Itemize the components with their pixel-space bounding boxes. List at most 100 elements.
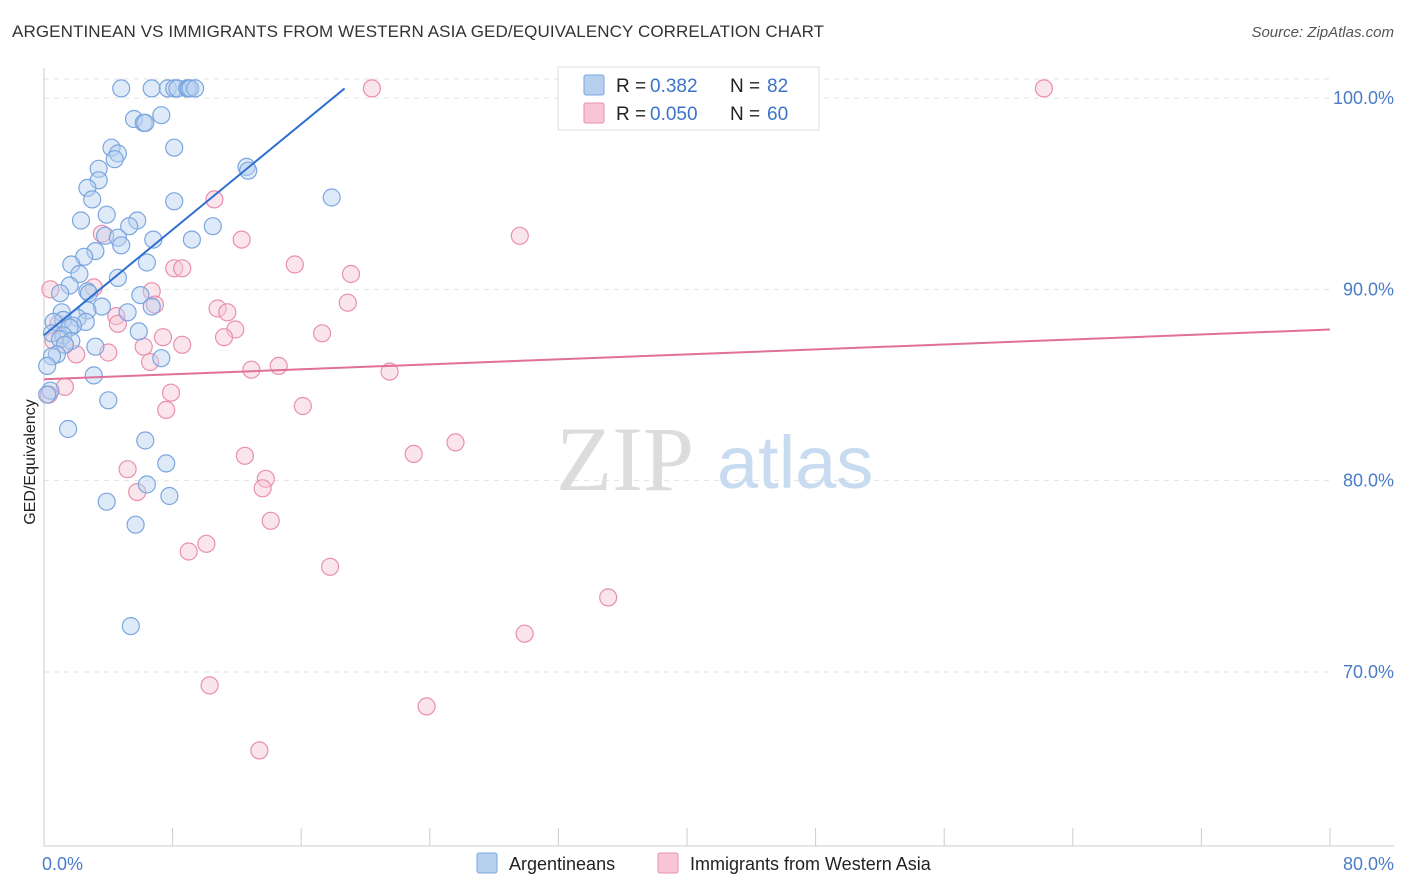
bottom-legend-swatch-argentineans [476, 852, 498, 874]
argentineans-point [121, 616, 140, 636]
western-asia-point [179, 542, 198, 561]
argentineans-trend-line [43, 87, 346, 337]
argentineans-point [86, 242, 105, 261]
western-asia-point [173, 259, 192, 278]
western-asia-point [200, 676, 219, 695]
western-asia-point [341, 264, 361, 284]
watermark-atlas: atlas [717, 421, 873, 504]
western-asia-point [153, 328, 173, 347]
axes [43, 68, 1394, 847]
argentineans-point [84, 366, 103, 385]
western-asia-point [197, 534, 216, 553]
western-asia-point [41, 280, 60, 299]
western-asia-point [599, 588, 618, 607]
argentineans-point [108, 144, 128, 163]
western-asia-point [285, 255, 304, 274]
argentineans-point [120, 217, 139, 236]
y-axis-label: GED/Equivalency [22, 399, 39, 524]
argentineans-point [203, 217, 222, 236]
argentineans-point [99, 391, 118, 410]
argentineans-point [112, 79, 131, 98]
argentineans-point [63, 316, 83, 335]
legend-r-label: R = [616, 76, 646, 97]
legend-n-label: N = [730, 76, 760, 97]
argentineans-point [158, 79, 177, 98]
western-asia-point [142, 282, 161, 301]
western-asia-point [134, 337, 153, 356]
western-asia-point [107, 307, 126, 326]
western-asia-point [214, 328, 234, 347]
y-tick-label: 90.0% [1343, 279, 1394, 299]
western-asia-point [417, 697, 436, 716]
western-asia-point [161, 383, 181, 402]
western-asia-point [232, 230, 251, 249]
western-asia-point [250, 741, 269, 760]
argentineans-point [58, 419, 78, 439]
western-asia-point [510, 226, 529, 245]
western-asia-point [128, 483, 147, 502]
western-asia-point [44, 331, 63, 351]
western-asia-point [205, 190, 224, 209]
x-tick-label: 80.0% [1343, 854, 1394, 874]
argentineans-point [152, 349, 171, 368]
bottom-legend-western-asia: Immigrants from Western Asia [690, 854, 932, 874]
argentineans-point [83, 190, 102, 209]
argentineans-point [137, 253, 156, 272]
legend-r-label: R = [616, 104, 646, 125]
argentineans-point [78, 178, 97, 197]
western-asia-point [173, 335, 192, 354]
legend-swatch-western-asia [583, 102, 605, 124]
argentineans-point [182, 230, 201, 249]
legend-n-label: N = [730, 104, 760, 125]
watermark-zip: ZIP [556, 408, 694, 510]
legend-r-value-western-asia: 0.050 [650, 104, 698, 125]
argentineans-point [108, 268, 128, 287]
western-asia-point [261, 511, 280, 530]
argentineans-point [126, 515, 145, 534]
argentineans-point [38, 356, 57, 375]
argentineans-point [78, 301, 97, 320]
trend-lines [43, 87, 1331, 381]
legend-n-value-western-asia: 60 [767, 104, 788, 125]
western-asia-point [338, 293, 357, 312]
argentineans-point [112, 236, 131, 255]
argentineans-point [38, 385, 57, 404]
argentineans-point [136, 113, 155, 133]
western-asia-point [362, 79, 381, 98]
argentineans-point [137, 475, 156, 494]
y-tick-label: 80.0% [1343, 471, 1394, 491]
source-label: Source: ZipAtlas.com [1251, 24, 1394, 41]
western-asia-point [515, 624, 534, 643]
argentineans-point [71, 211, 91, 230]
argentineans-point [97, 205, 116, 224]
correlation-legend: R = 0.382 N = 82 R = 0.050 N = 60 [557, 66, 820, 131]
argentineans-point [105, 150, 124, 169]
argentineans-point [97, 492, 116, 511]
western-asia-point [446, 433, 465, 452]
argentineans-point [165, 138, 184, 157]
western-asia-point [157, 400, 176, 419]
argentineans-point [142, 79, 161, 98]
argentineans-point [50, 284, 70, 303]
series-legend: Argentineans Immigrants from Western Asi… [476, 852, 932, 874]
western-asia-point [269, 356, 288, 375]
argentineans-point [50, 330, 70, 349]
argentineans-point [181, 79, 200, 98]
argentineans-point [42, 347, 62, 366]
argentineans-point [322, 188, 341, 207]
watermark: ZIP atlas [556, 408, 873, 510]
bottom-legend-swatch-western-asia [657, 852, 679, 874]
y-tick-labels: 100.0% 90.0% 80.0% 70.0% [1333, 88, 1394, 682]
chart-title: ARGENTINEAN VS IMMIGRANTS FROM WESTERN A… [12, 22, 825, 41]
western-asia-point [141, 352, 160, 372]
argentineans-point [118, 303, 137, 322]
western-asia-point [145, 295, 164, 314]
western-asia-point [253, 479, 272, 498]
argentineans-point [129, 322, 148, 341]
argentineans-point [142, 297, 161, 316]
argentineans-point [186, 79, 205, 98]
argentineans-point [136, 431, 155, 450]
legend-swatch-argentineans [583, 74, 605, 96]
western-asia-point [321, 557, 340, 576]
argentineans-point [160, 486, 179, 506]
